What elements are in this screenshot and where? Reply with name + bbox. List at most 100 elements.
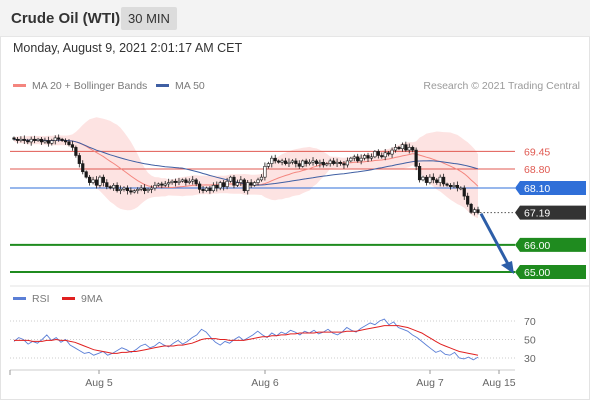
candle-up: [287, 161, 291, 164]
current-tag-bg: [515, 205, 586, 220]
candle-up: [459, 187, 463, 190]
candle-down: [411, 147, 415, 151]
candle-up: [393, 147, 398, 151]
candle-down: [424, 176, 429, 183]
candle-down: [26, 140, 30, 143]
candle-up: [266, 163, 270, 167]
candle-up: [259, 176, 264, 181]
candle-down: [15, 138, 20, 141]
candle-down: [84, 171, 88, 178]
candle-down: [125, 187, 130, 192]
candle-down: [356, 156, 360, 162]
candle-up: [153, 184, 157, 189]
candle-up: [318, 161, 322, 164]
candle-up: [263, 166, 267, 178]
support-2-label: 65.00: [524, 267, 550, 279]
candle-up: [472, 209, 477, 213]
pivot-label: 68.10: [524, 183, 550, 195]
candle-up: [421, 176, 425, 181]
candle-up: [383, 152, 387, 158]
rsi-tick-70: 70: [524, 316, 536, 328]
support-2-tag: 65.00: [515, 265, 586, 279]
candle-up: [136, 189, 140, 192]
candle-up: [170, 180, 174, 183]
candle-up: [149, 187, 154, 190]
candle-down: [414, 149, 418, 167]
candle-up: [29, 138, 33, 143]
candle-up: [328, 160, 332, 164]
candle-up: [91, 179, 95, 183]
candle-up: [191, 179, 195, 182]
candle-up: [428, 176, 432, 183]
candle-down: [242, 179, 246, 192]
projection-arrow-head: [501, 261, 514, 274]
candle-down: [338, 161, 343, 164]
support-1-tag: 66.00: [515, 237, 586, 252]
candle-up: [180, 179, 185, 182]
resistance-1-label: 68.80: [524, 164, 550, 176]
credit-text: Research © 2021 Trading Central: [423, 80, 580, 92]
ma20-swatch: [13, 83, 26, 87]
rsi-tick-30: 30: [524, 353, 536, 365]
candle-down: [105, 182, 109, 187]
candle-down: [77, 155, 81, 164]
candle-down: [12, 137, 16, 140]
candle-down: [81, 163, 85, 173]
current-label: 67.19: [524, 208, 550, 220]
candle-up: [407, 147, 411, 151]
timeframe-badge[interactable]: 30 MIN: [121, 7, 177, 30]
candle-down: [321, 161, 325, 166]
candle-down: [462, 187, 466, 197]
candle-down: [232, 176, 236, 186]
candle-up: [146, 189, 150, 192]
candle-up: [359, 157, 363, 162]
candle-up: [204, 187, 209, 192]
candle-down: [208, 187, 212, 192]
legend-ma20: MA 20 + Bollinger Bands: [13, 80, 147, 92]
candle-up: [167, 182, 171, 185]
candle-down: [88, 176, 92, 183]
candle-down: [115, 184, 119, 192]
candle-up: [325, 163, 329, 166]
candle-down: [194, 179, 198, 185]
candle-down: [63, 140, 68, 143]
candle-down: [129, 190, 133, 193]
candle-up: [19, 138, 23, 141]
candle-down: [442, 176, 446, 185]
candle-up: [122, 187, 126, 190]
instrument-title: Crude Oil (WTI): [11, 10, 121, 27]
ma50-label: MA 50: [175, 80, 205, 92]
legend-rsi: RSI: [13, 293, 50, 305]
candle-up: [139, 187, 143, 190]
candle-down: [366, 155, 370, 159]
candle-down: [173, 180, 178, 183]
rsi-label: RSI: [32, 293, 50, 305]
chart-header: Crude Oil (WTI) 30 MIN: [0, 0, 590, 37]
candle-up: [239, 179, 243, 183]
x-tick-label: Aug 6: [251, 377, 279, 389]
candle-up: [270, 157, 274, 164]
candle-down: [397, 147, 401, 150]
candle-down: [249, 182, 253, 186]
candle-down: [22, 138, 26, 141]
candle-up: [36, 138, 40, 141]
candle-down: [57, 137, 61, 140]
candle-down: [294, 160, 298, 164]
candle-up: [187, 180, 191, 183]
candle-down: [431, 176, 435, 181]
candle-up: [311, 160, 315, 163]
candle-down: [277, 160, 281, 163]
rsi-line: [13, 318, 479, 361]
candle-down: [376, 151, 380, 156]
candle-up: [211, 184, 215, 192]
candle-down: [101, 176, 105, 183]
candle-down: [160, 183, 164, 186]
bollinger-band-fill: [14, 117, 478, 219]
candle-down: [198, 183, 202, 190]
timestamp: Monday, August 9, 2021 2:01:17 AM CET: [13, 41, 243, 55]
candle-up: [301, 160, 305, 167]
candle-up: [246, 182, 250, 192]
candle-down: [476, 209, 480, 213]
rsi-swatch: [13, 296, 26, 300]
candle-up: [50, 140, 54, 144]
